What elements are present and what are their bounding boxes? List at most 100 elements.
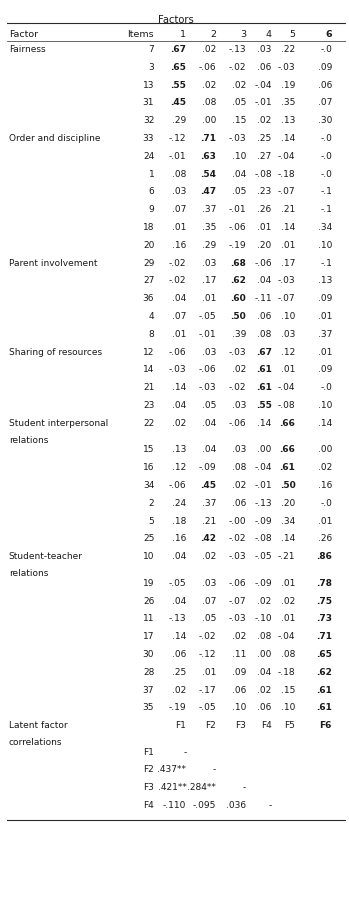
- Text: F5: F5: [284, 721, 295, 730]
- Text: .42: .42: [200, 535, 216, 544]
- Text: .21: .21: [281, 205, 295, 215]
- Text: -.07: -.07: [278, 187, 295, 196]
- Text: -.1: -.1: [320, 259, 332, 268]
- Text: -.12: -.12: [169, 134, 186, 143]
- Text: .66: .66: [280, 419, 295, 427]
- Text: Student interpersonal: Student interpersonal: [9, 419, 108, 427]
- Text: -.1: -.1: [320, 187, 332, 196]
- Text: -.08: -.08: [278, 401, 295, 410]
- Text: .16: .16: [172, 535, 186, 544]
- Text: Sharing of resources: Sharing of resources: [9, 348, 102, 357]
- Text: .02: .02: [318, 463, 332, 472]
- Text: .01: .01: [281, 579, 295, 588]
- Text: -: -: [213, 766, 216, 775]
- Text: .08: .08: [257, 632, 272, 641]
- Text: 18: 18: [143, 223, 154, 232]
- Text: -.17: -.17: [199, 686, 216, 694]
- Text: .01: .01: [172, 330, 186, 338]
- Text: .06: .06: [257, 63, 272, 72]
- Text: .02: .02: [232, 365, 246, 374]
- Text: .08: .08: [281, 650, 295, 659]
- Text: .03: .03: [281, 330, 295, 338]
- Text: 2: 2: [149, 499, 154, 508]
- Text: 9: 9: [148, 205, 154, 215]
- Text: .60: .60: [230, 294, 246, 304]
- Text: .07: .07: [172, 205, 186, 215]
- Text: Items: Items: [128, 30, 154, 39]
- Text: 11: 11: [143, 614, 154, 624]
- Text: -.05: -.05: [254, 552, 272, 561]
- Text: .09: .09: [318, 365, 332, 374]
- Text: .09: .09: [232, 668, 246, 677]
- Text: .02: .02: [172, 686, 186, 694]
- Text: 5: 5: [289, 30, 295, 39]
- Text: .50: .50: [230, 312, 246, 321]
- Text: .05: .05: [232, 187, 246, 196]
- Text: .45: .45: [170, 98, 186, 107]
- Text: .67: .67: [170, 45, 186, 54]
- Text: .10: .10: [318, 241, 332, 249]
- Text: -.09: -.09: [254, 579, 272, 588]
- Text: 4: 4: [149, 312, 154, 321]
- Text: .47: .47: [200, 187, 216, 196]
- Text: -.07: -.07: [278, 294, 295, 304]
- Text: -.05: -.05: [199, 703, 216, 713]
- Text: .03: .03: [202, 259, 216, 268]
- Text: -.01: -.01: [254, 481, 272, 490]
- Text: .14: .14: [281, 134, 295, 143]
- Text: F1: F1: [143, 747, 154, 757]
- Text: .03: .03: [202, 579, 216, 588]
- Text: .25: .25: [258, 134, 272, 143]
- Text: .35: .35: [202, 223, 216, 232]
- Text: -.18: -.18: [278, 668, 295, 677]
- Text: relations: relations: [9, 436, 48, 445]
- Text: .08: .08: [232, 463, 246, 472]
- Text: .14: .14: [281, 535, 295, 544]
- Text: -.03: -.03: [169, 365, 186, 374]
- Text: .35: .35: [281, 98, 295, 107]
- Text: -.01: -.01: [254, 98, 272, 107]
- Text: .66: .66: [280, 446, 295, 455]
- Text: .25: .25: [172, 668, 186, 677]
- Text: .61: .61: [316, 686, 332, 694]
- Text: F6: F6: [320, 721, 332, 730]
- Text: .03: .03: [232, 446, 246, 455]
- Text: F2: F2: [206, 721, 216, 730]
- Text: .02: .02: [258, 116, 272, 126]
- Text: 35: 35: [143, 703, 154, 713]
- Text: 5: 5: [148, 516, 154, 525]
- Text: .61: .61: [256, 365, 272, 374]
- Text: .62: .62: [316, 668, 332, 677]
- Text: .01: .01: [202, 668, 216, 677]
- Text: 30: 30: [143, 650, 154, 659]
- Text: -.05: -.05: [169, 579, 186, 588]
- Text: -.01: -.01: [169, 152, 186, 160]
- Text: 29: 29: [143, 259, 154, 268]
- Text: .78: .78: [316, 579, 332, 588]
- Text: 37: 37: [143, 686, 154, 694]
- Text: 33: 33: [143, 134, 154, 143]
- Text: .23: .23: [258, 187, 272, 196]
- Text: Fairness: Fairness: [9, 45, 45, 54]
- Text: .05: .05: [202, 401, 216, 410]
- Text: .02: .02: [172, 419, 186, 427]
- Text: .04: .04: [202, 446, 216, 455]
- Text: .45: .45: [200, 481, 216, 490]
- Text: -.13: -.13: [169, 614, 186, 624]
- Text: .01: .01: [202, 294, 216, 304]
- Text: 8: 8: [148, 330, 154, 338]
- Text: .54: .54: [200, 170, 216, 179]
- Text: -.18: -.18: [278, 170, 295, 179]
- Text: .04: .04: [258, 276, 272, 285]
- Text: .05: .05: [202, 614, 216, 624]
- Text: .18: .18: [172, 516, 186, 525]
- Text: .30: .30: [318, 116, 332, 126]
- Text: 25: 25: [143, 535, 154, 544]
- Text: -.19: -.19: [228, 241, 246, 249]
- Text: .036: .036: [226, 801, 246, 810]
- Text: .04: .04: [172, 401, 186, 410]
- Text: .17: .17: [281, 259, 295, 268]
- Text: .02: .02: [258, 597, 272, 605]
- Text: .34: .34: [318, 223, 332, 232]
- Text: -.02: -.02: [169, 276, 186, 285]
